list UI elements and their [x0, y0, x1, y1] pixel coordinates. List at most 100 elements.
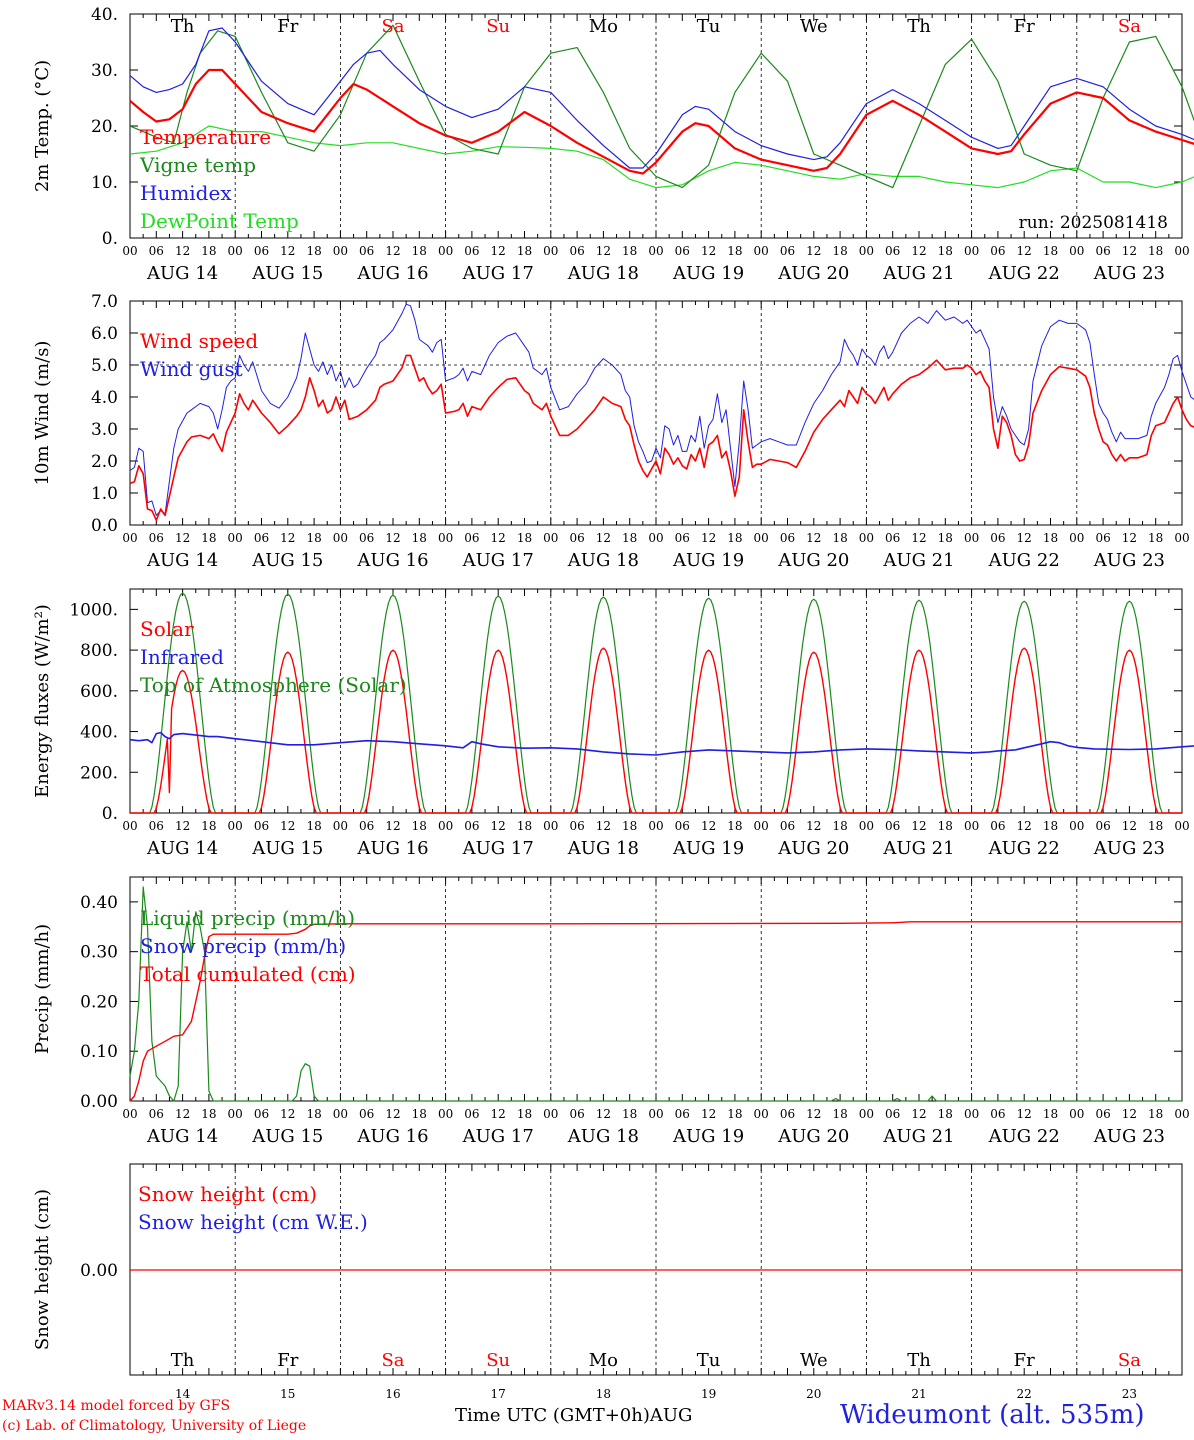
- hour-tick-label: 06: [885, 1107, 900, 1121]
- hour-tick-label: 00: [122, 244, 137, 258]
- hour-tick-label: 00: [122, 1107, 137, 1121]
- hour-tick-label: 00: [333, 819, 348, 833]
- y-tick-label: 200.: [80, 763, 118, 783]
- y-tick-label: 5.0: [91, 356, 118, 376]
- hour-tick-label: 06: [990, 819, 1005, 833]
- hour-tick-label: 12: [1122, 531, 1137, 545]
- hour-tick-label: 12: [385, 1107, 400, 1121]
- lab-credit: (c) Lab. of Climatology, University of L…: [2, 1418, 307, 1434]
- series-line-vigne-temp: [129, 24, 1194, 189]
- hour-tick-label: 06: [675, 244, 690, 258]
- y-tick-label: 2.0: [91, 452, 118, 472]
- hour-tick-label: 12: [491, 244, 506, 258]
- legend-snow-height-cm-w-e: Snow height (cm W.E.): [138, 1210, 368, 1234]
- hour-tick-label: 18: [1043, 244, 1058, 258]
- y-tick-label: 600.: [80, 682, 118, 702]
- y-tick-label: 40.: [91, 5, 118, 25]
- panel-1-xaxis: 00 06 12 18 AUG 14 00 06 12 18 AUG 15 00 06 12 18 AUG …: [122, 244, 1189, 284]
- day-number-label: 17: [491, 1387, 506, 1401]
- day-number-label: 19: [701, 1387, 716, 1401]
- hour-tick-label: 00: [1069, 819, 1084, 833]
- y-tick-label: 1000.: [69, 600, 118, 620]
- series-line-wind-speed: [129, 354, 1194, 522]
- hour-tick-label: 06: [990, 1107, 1005, 1121]
- series-line-solar: [130, 647, 1182, 814]
- weekday-label: Fr: [1014, 1350, 1035, 1371]
- hour-tick-label: 00: [859, 1107, 874, 1121]
- hour-tick-label: 18: [517, 244, 532, 258]
- hour-tick-label: 18: [832, 819, 847, 833]
- date-label: AUG 15: [251, 838, 323, 859]
- weekday-label: Th: [907, 16, 931, 37]
- date-label: AUG 14: [146, 550, 218, 571]
- y-tick-label: 30.: [91, 61, 118, 81]
- y-tick-label: 400.: [80, 723, 118, 743]
- hour-tick-label: 18: [412, 1107, 427, 1121]
- hour-tick-label: 06: [149, 1107, 164, 1121]
- hour-tick-label: 18: [306, 1107, 321, 1121]
- date-label: AUG 21: [882, 263, 954, 284]
- hour-tick-label: 06: [569, 531, 584, 545]
- hour-tick-label: 06: [149, 531, 164, 545]
- date-label: AUG 17: [462, 838, 534, 859]
- date-label: AUG 23: [1093, 1126, 1165, 1147]
- y-tick-label: 0.10: [80, 1042, 118, 1062]
- hour-tick-label: 18: [938, 244, 953, 258]
- hour-tick-label: 18: [727, 531, 742, 545]
- y-axis-label: Precip (mm/h): [32, 924, 53, 1054]
- hour-tick-label: 00: [754, 819, 769, 833]
- energy-series: [129, 592, 1194, 814]
- hour-tick-label: 18: [622, 1107, 637, 1121]
- hour-tick-label: 00: [122, 531, 137, 545]
- day-number-label: 14: [175, 1387, 191, 1401]
- panel-4-yaxis: 0.00 0.10 0.20 0.30 0.40 Precip (mm/h): [32, 893, 1182, 1112]
- hour-tick-label: 00: [1069, 531, 1084, 545]
- hour-tick-label: 12: [1017, 244, 1032, 258]
- hour-tick-label: 12: [596, 1107, 611, 1121]
- legend-solar: Solar: [140, 617, 194, 641]
- hour-tick-label: 18: [1148, 1107, 1163, 1121]
- hour-tick-label: 00: [964, 1107, 979, 1121]
- y-tick-label: 0.: [102, 804, 118, 824]
- hour-tick-label: 12: [280, 819, 295, 833]
- legend-infrared: Infrared: [140, 645, 224, 669]
- hour-tick-label: 00: [1174, 244, 1189, 258]
- model-credit: MARv3.14 model forced by GFS: [2, 1398, 231, 1414]
- panel-3-frame: [129, 588, 1183, 814]
- hour-tick-label: 00: [228, 244, 243, 258]
- series-line-liquid-precip: [129, 886, 1182, 1102]
- hour-tick-label: 12: [911, 819, 926, 833]
- y-tick-label: 1.0: [91, 484, 118, 504]
- hour-tick-label: 18: [1148, 244, 1163, 258]
- hour-tick-label: 00: [859, 819, 874, 833]
- hour-tick-label: 00: [859, 531, 874, 545]
- date-label: AUG 19: [672, 550, 744, 571]
- hour-tick-label: 18: [1043, 819, 1058, 833]
- hour-tick-label: 00: [543, 244, 558, 258]
- hour-tick-label: 12: [1017, 531, 1032, 545]
- hour-tick-label: 12: [175, 244, 190, 258]
- hour-tick-label: 06: [359, 1107, 374, 1121]
- y-tick-label: 6.0: [91, 324, 118, 344]
- hour-tick-label: 06: [149, 819, 164, 833]
- hour-tick-label: 18: [938, 1107, 953, 1121]
- hour-tick-label: 12: [701, 531, 716, 545]
- hour-tick-label: 00: [438, 244, 453, 258]
- date-label: AUG 17: [462, 550, 534, 571]
- panel-3-yaxis: 0. 200. 400. 600. 800. 1000. Energy fluxes (W/…: [32, 600, 1182, 824]
- weekday-label: Sa: [381, 1350, 404, 1371]
- hour-tick-label: 18: [622, 531, 637, 545]
- hour-tick-label: 06: [1095, 244, 1110, 258]
- hour-tick-label: 12: [596, 531, 611, 545]
- y-tick-label: 0.40: [80, 893, 118, 913]
- hour-tick-label: 18: [201, 244, 216, 258]
- day-number-label: 15: [280, 1387, 295, 1401]
- y-axis-label: 2m Temp. (°C): [32, 60, 53, 192]
- hour-tick-label: 18: [832, 1107, 847, 1121]
- date-label: AUG 22: [988, 838, 1060, 859]
- hour-tick-label: 00: [438, 1107, 453, 1121]
- hour-tick-label: 00: [1174, 1107, 1189, 1121]
- hour-tick-label: 06: [569, 244, 584, 258]
- hour-tick-label: 00: [333, 1107, 348, 1121]
- hour-tick-label: 12: [1017, 819, 1032, 833]
